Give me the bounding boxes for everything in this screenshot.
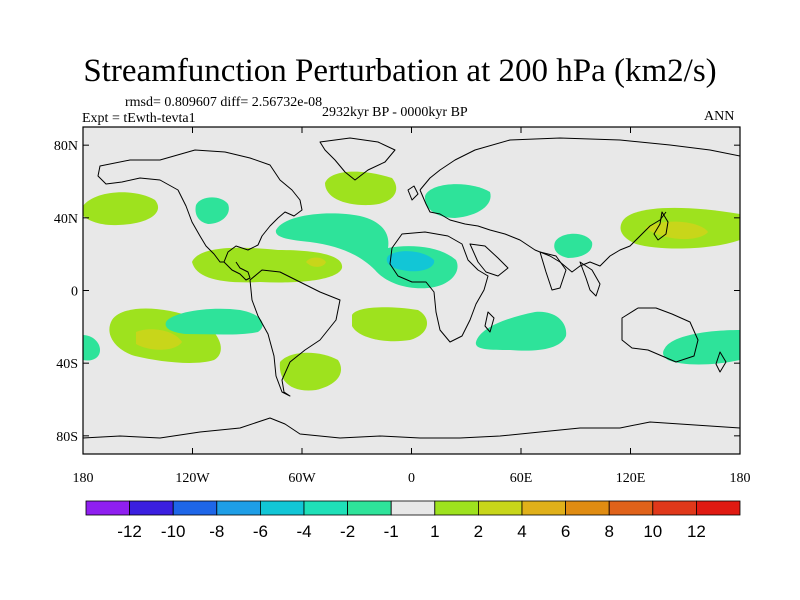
colorbar-swatch — [652, 500, 697, 516]
lat-tick-label: 80N — [54, 139, 78, 154]
anomaly-indian-ocean — [475, 311, 567, 351]
anomaly-caribbean-core — [306, 257, 326, 267]
coast-british-isles — [407, 185, 419, 201]
coast-south-america — [249, 269, 341, 397]
colorbar-swatch — [216, 500, 261, 516]
colorbar-label: 4 — [517, 522, 526, 541]
anomaly-layer — [83, 171, 740, 391]
lat-tick-label: 80S — [56, 430, 78, 445]
coast-japan — [653, 211, 669, 241]
coast-madagascar — [484, 311, 495, 333]
coast-new-zealand — [715, 351, 727, 373]
lon-tick-label: 180 — [73, 471, 94, 486]
colorbar-label: -2 — [340, 522, 355, 541]
coast-australia — [621, 307, 699, 363]
coast-india — [539, 251, 567, 291]
anomaly-scandinavia — [424, 184, 491, 218]
colorbar-swatch — [696, 500, 741, 516]
coast-southeast-asia — [579, 261, 601, 297]
lat-tick-label: 0 — [71, 285, 78, 300]
coast-eurasia — [419, 137, 740, 191]
colorbar-swatch — [608, 500, 654, 516]
period-label: 2932kyr BP - 0000kyr BP — [322, 105, 468, 120]
experiment-label: Expt = tEwth-tevta1 — [82, 111, 196, 126]
coastlines — [83, 137, 740, 439]
colorbar-label: -6 — [253, 522, 268, 541]
colorbar-swatch — [259, 500, 305, 516]
stats-text: rmsd= 0.809607 diff= 2.56732e-08 — [125, 95, 323, 110]
anomaly-caribbean — [192, 247, 343, 283]
anomaly-dateline-south — [83, 335, 100, 361]
anomaly-south-america — [279, 352, 342, 391]
lat-tick-label: 40S — [56, 357, 78, 372]
colorbar-swatch — [434, 500, 479, 516]
anomaly-south-australia — [663, 330, 740, 365]
lon-tick-label: 60W — [288, 471, 316, 486]
coast-africa — [389, 231, 489, 343]
colorbar-swatch — [172, 500, 218, 516]
colorbar-swatch — [347, 500, 392, 516]
colorbar-label: -10 — [161, 522, 186, 541]
anomaly-central-asia — [554, 233, 593, 258]
anomaly-west-north-america — [195, 197, 229, 224]
colorbar-swatch — [303, 500, 348, 516]
anomaly-north-pacific — [83, 192, 159, 226]
colorbar: -12 -10 -8 -6 -4 -2 -1 1 2 4 6 8 10 12 — [85, 500, 741, 541]
season-label: ANN — [704, 109, 735, 124]
lon-tick-label: 120W — [175, 471, 210, 486]
anomaly-south-atlantic — [352, 307, 428, 342]
coast-north-america — [97, 149, 303, 263]
coast-europe-south — [419, 189, 667, 273]
colorbar-label: -8 — [209, 522, 224, 541]
anomaly-japan-core — [645, 221, 708, 240]
colorbar-swatch — [477, 500, 523, 516]
colorbar-label: -12 — [117, 522, 142, 541]
colorbar-label: 8 — [604, 522, 613, 541]
latitude-axis: 80N 40N 0 40S 80S — [54, 139, 740, 445]
colorbar-label: 6 — [561, 522, 570, 541]
colorbar-label: 1 — [430, 522, 439, 541]
coast-arabia — [469, 243, 509, 277]
colorbar-label: 2 — [474, 522, 483, 541]
colorbar-swatch — [390, 500, 436, 516]
coast-antarctica — [83, 417, 740, 439]
map-title: Streamfunction Perturbation at 200 hPa (… — [83, 53, 717, 89]
colorbar-swatch — [85, 500, 130, 516]
anomaly-greenland — [325, 171, 397, 206]
anomaly-eastern-pacific — [165, 308, 263, 335]
colorbar-label: -1 — [384, 522, 399, 541]
lon-tick-label: 120E — [616, 471, 646, 486]
map-background — [83, 127, 740, 454]
lon-tick-label: 0 — [408, 471, 415, 486]
colorbar-swatch — [129, 500, 174, 516]
coast-greenland — [319, 137, 396, 181]
anomaly-west-africa-core — [386, 251, 435, 272]
colorbar-label: 12 — [687, 522, 706, 541]
lon-tick-label: 180 — [730, 471, 751, 486]
longitude-axis: 180 120W 60W 0 60E 120E 180 — [73, 127, 751, 486]
colorbar-swatch — [521, 500, 566, 516]
lon-tick-label: 60E — [510, 471, 533, 486]
colorbar-label: -4 — [296, 522, 311, 541]
coast-central-america — [223, 261, 251, 281]
anomaly-south-pacific-core — [136, 329, 182, 350]
colorbar-label: 10 — [643, 522, 662, 541]
lat-tick-label: 40N — [54, 212, 78, 227]
colorbar-swatch — [565, 500, 610, 516]
